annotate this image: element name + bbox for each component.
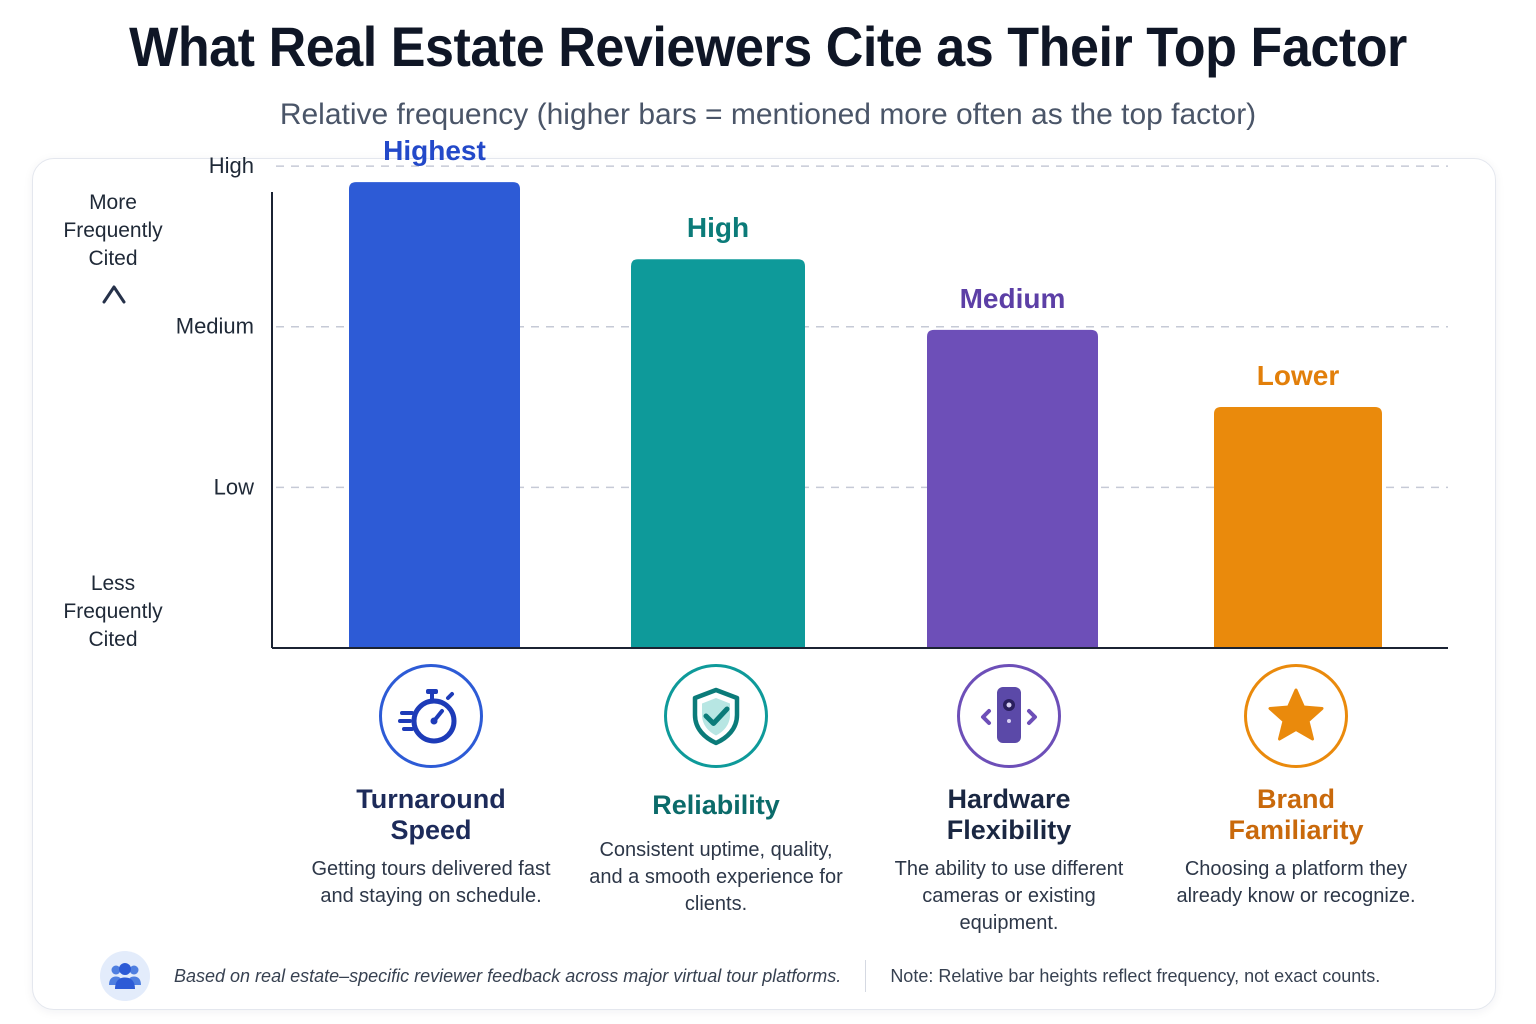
factor-turnaround-speed: Turnaround Speed Getting tours delivered…: [301, 664, 561, 910]
factor-icon-circle: [664, 664, 768, 768]
factor-name-line: Turnaround: [356, 784, 506, 814]
chart-title: What Real Estate Reviewers Cite as Their…: [129, 15, 1407, 78]
y-caption-line: More: [89, 191, 137, 214]
factor-name-line: Hardware: [947, 784, 1071, 814]
y-caption-line: Less: [90, 572, 136, 595]
bar: [927, 329, 1098, 648]
factor-description: Consistent uptime, quality, and a smooth…: [589, 839, 843, 915]
footer-source-note: Based on real estate–specific reviewer f…: [174, 965, 842, 986]
y-caption-line: Cited: [88, 628, 138, 651]
bar: [349, 182, 520, 648]
factor-name-line: Speed: [390, 815, 472, 845]
factor-name-line: Brand: [1256, 784, 1335, 814]
shield-check-icon: [692, 687, 740, 746]
factor-description: The ability to use different cameras or …: [894, 858, 1124, 934]
y-caption-line: Cited: [88, 247, 138, 270]
footer-disclaimer-note: Note: Relative bar heights reflect frequ…: [890, 965, 1381, 986]
bar-data-label: High: [687, 212, 749, 243]
factor-name-line: Familiarity: [1228, 815, 1364, 845]
factor-icon-circle: [957, 664, 1061, 768]
y-axis-bottom-caption: Less Frequently Cited: [33, 570, 193, 654]
factor-description: Choosing a platform they already know or…: [1176, 858, 1416, 907]
y-tick-label: High: [209, 153, 254, 178]
factor-name: Hardware Flexibility: [879, 784, 1139, 846]
y-tick-label: Low: [214, 474, 254, 499]
factor-icon-circle: [379, 664, 483, 768]
factor-hardware-flexibility: Hardware Flexibility The ability to use …: [879, 664, 1139, 937]
factor-brand-familiarity: Brand Familiarity Choosing a platform th…: [1166, 664, 1426, 910]
users-icon: [100, 951, 150, 1001]
y-tick-label: Medium: [176, 314, 254, 339]
factor-name-line: Flexibility: [946, 815, 1072, 845]
factor-name: Reliability: [586, 790, 846, 821]
footer-divider: [865, 960, 867, 992]
bar: [1214, 407, 1382, 648]
bar-data-label: Medium: [960, 283, 1066, 314]
chart-subtitle: Relative frequency (higher bars = mentio…: [279, 98, 1257, 131]
bar-data-label: Lower: [1257, 360, 1340, 391]
factor-description: Getting tours delivered fast and staying…: [311, 858, 551, 907]
bar: [631, 259, 805, 648]
chart-footer: Based on real estate–specific reviewer f…: [100, 950, 1440, 1002]
factor-name: Brand Familiarity: [1166, 784, 1426, 846]
y-caption-line: Frequently: [63, 219, 163, 242]
camera-device-icon: [981, 687, 1037, 743]
factor-name: Turnaround Speed: [301, 784, 561, 846]
y-axis-top-caption: More Frequently Cited: [33, 189, 193, 273]
stopwatch-icon: [398, 689, 457, 744]
factor-name-line: Reliability: [652, 790, 780, 820]
factor-reliability: Reliability Consistent uptime, quality, …: [586, 664, 846, 918]
y-direction-arrow-head: [102, 285, 126, 304]
star-icon: [1268, 688, 1324, 741]
bar-data-label: Highest: [383, 135, 486, 166]
y-caption-line: Frequently: [63, 600, 163, 623]
factor-icon-circle: [1244, 664, 1348, 768]
